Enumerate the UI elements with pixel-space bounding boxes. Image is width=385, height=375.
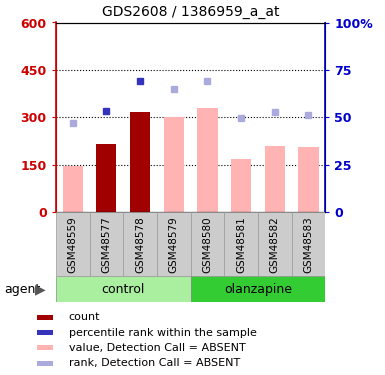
Text: GSM48559: GSM48559 <box>68 216 78 273</box>
Bar <box>37 361 53 366</box>
Text: count: count <box>69 312 100 322</box>
Bar <box>191 212 224 276</box>
Text: agent: agent <box>4 283 40 296</box>
Bar <box>37 315 53 320</box>
Bar <box>157 212 191 276</box>
Bar <box>191 276 325 302</box>
Bar <box>231 159 251 212</box>
Text: GSM48578: GSM48578 <box>135 216 145 273</box>
Bar <box>197 108 218 212</box>
Text: GSM48582: GSM48582 <box>270 216 280 273</box>
Text: control: control <box>102 283 145 296</box>
Bar <box>298 147 318 212</box>
Bar <box>89 212 123 276</box>
Bar <box>37 330 53 335</box>
Text: ▶: ▶ <box>35 282 46 296</box>
Text: percentile rank within the sample: percentile rank within the sample <box>69 327 256 338</box>
Bar <box>224 212 258 276</box>
Text: GSM48579: GSM48579 <box>169 216 179 273</box>
Bar <box>292 212 325 276</box>
Bar <box>37 345 53 350</box>
Title: GDS2608 / 1386959_a_at: GDS2608 / 1386959_a_at <box>102 5 280 19</box>
Bar <box>62 166 83 212</box>
Bar <box>96 144 116 212</box>
Text: GSM48581: GSM48581 <box>236 216 246 273</box>
Text: GSM48577: GSM48577 <box>101 216 111 273</box>
Text: rank, Detection Call = ABSENT: rank, Detection Call = ABSENT <box>69 358 240 368</box>
Text: value, Detection Call = ABSENT: value, Detection Call = ABSENT <box>69 343 245 352</box>
Text: GSM48580: GSM48580 <box>203 216 213 273</box>
Bar <box>164 117 184 212</box>
Text: olanzapine: olanzapine <box>224 283 292 296</box>
Bar <box>130 112 150 212</box>
Bar <box>258 212 292 276</box>
Bar <box>123 212 157 276</box>
Bar <box>56 212 89 276</box>
Text: GSM48583: GSM48583 <box>303 216 313 273</box>
Bar <box>56 276 191 302</box>
Bar <box>265 146 285 212</box>
